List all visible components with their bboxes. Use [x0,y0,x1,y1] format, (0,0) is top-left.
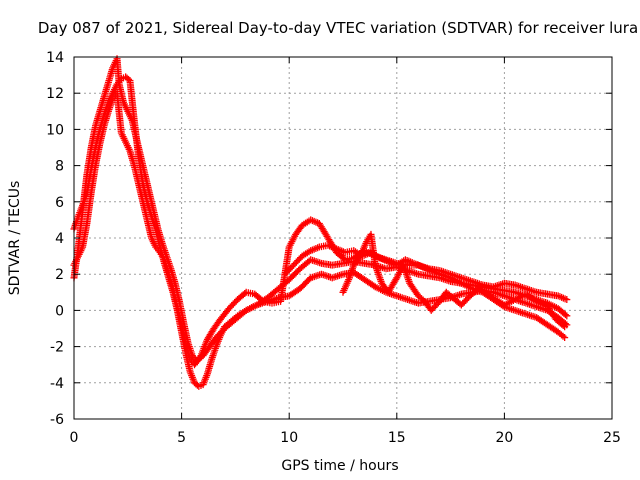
y-tick-label: -6 [50,412,64,428]
data-point-interp [559,332,567,340]
grid [74,57,612,419]
data-point [561,323,569,331]
y-tick-label: 10 [46,122,64,138]
y-tick-label: 8 [55,159,64,175]
y-tick-label: 2 [55,267,64,283]
x-tick-label: 10 [280,430,298,446]
x-tick-label: 15 [388,430,406,446]
x-tick-label: 0 [70,430,79,446]
x-tick-label: 5 [177,430,186,446]
series-trace-e [339,230,569,331]
data-point-interp [561,311,569,319]
data-point-interp [125,75,133,83]
series-trace-d [281,241,569,342]
series-trace-c [70,89,571,369]
series-trace-b [70,73,571,390]
y-tick-label: -2 [50,340,64,356]
x-tick-label: 20 [495,430,513,446]
y-axis-label: SDTVAR / TECUs [7,181,23,296]
y-tick-label: 4 [55,231,64,247]
ticks: 0 5 10 15 20 25 -6 -4 -2 0 2 4 6 8 10 12 14 [46,50,621,446]
data-point-interp [258,296,266,304]
x-tick-label: 25 [603,430,621,446]
y-tick-label: 6 [55,195,64,211]
data-point [563,296,571,304]
y-tick-label: -4 [50,376,64,392]
y-tick-label: 12 [46,86,64,102]
data-point-interp [559,321,567,329]
x-axis-label: GPS time / hours [281,458,398,474]
data-point [563,312,571,320]
y-tick-label: 14 [46,50,64,66]
y-tick-label: 0 [55,303,64,319]
data-points [70,55,571,390]
data-point [561,334,569,342]
chart-title: Day 087 of 2021, Sidereal Day-to-day VTE… [38,19,638,37]
